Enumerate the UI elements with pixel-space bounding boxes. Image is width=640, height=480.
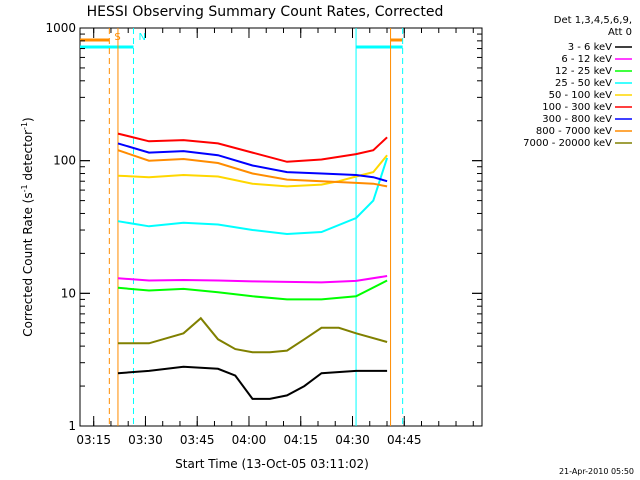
chart-title: HESSI Observing Summary Count Rates, Cor…: [87, 4, 444, 20]
legend-label: 300 - 800 keV: [542, 114, 612, 125]
marker-lines: [108, 28, 404, 426]
series-line: [118, 316, 388, 354]
y-axis-label: Corrected Count Rate (s-1 detector-1): [20, 117, 35, 336]
x-tick-label: 04:15: [283, 433, 318, 447]
legend-label: 6 - 12 keV: [561, 54, 612, 65]
series-line: [117, 132, 388, 163]
y-axis-label-end: ): [21, 117, 35, 122]
y-axis-label-main: Corrected Count Rate (s: [21, 192, 35, 336]
legend-label: 12 - 25 keV: [555, 66, 612, 77]
footer-timestamp: 21-Apr-2010 05:50: [559, 467, 634, 476]
legend-title-2: Att 0: [608, 27, 632, 38]
x-tick-label: 03:15: [76, 433, 111, 447]
y-tick-label: 1000: [45, 21, 76, 35]
marker-label: S: [114, 32, 120, 43]
marker-label: N: [138, 32, 145, 43]
series-line: [117, 142, 388, 183]
series-line: [117, 275, 388, 284]
legend-label: 7000 - 20000 keV: [523, 138, 612, 149]
y-axis-label-sup1: -1: [20, 184, 29, 192]
series-line: [117, 157, 389, 236]
legend-label: 25 - 50 keV: [555, 78, 612, 89]
legend-label: 100 - 300 keV: [542, 102, 612, 113]
y-axis-ticks: 1 10 100 1000: [45, 21, 482, 433]
x-tick-label: 03:30: [128, 433, 163, 447]
y-axis-label-sup2: -1: [20, 122, 29, 130]
x-tick-label: 04:00: [232, 433, 267, 447]
x-tick-label: 03:45: [180, 433, 215, 447]
series-line: [117, 365, 388, 400]
x-tick-label: 04:30: [335, 433, 370, 447]
series-line: [117, 279, 388, 301]
legend-label: 800 - 7000 keV: [536, 126, 612, 137]
legend-title-1: Det 1,3,4,5,6,9,: [554, 15, 632, 26]
x-axis-ticks: 03:15 03:30 03:45 04:00 04:15 04:30 04:45: [76, 28, 474, 447]
y-axis-label-mid: detector: [21, 130, 35, 185]
plot-frame: [79, 27, 483, 427]
series-lines: [117, 132, 389, 400]
legend-label: 3 - 6 keV: [568, 42, 612, 53]
legend-label: 50 - 100 keV: [549, 90, 613, 101]
attenuator-bars: [80, 38, 403, 49]
y-tick-label: 1: [68, 419, 76, 433]
x-axis-label: Start Time (13-Oct-05 03:11:02): [175, 457, 369, 471]
y-tick-label: 100: [53, 154, 76, 168]
series-line: [117, 149, 388, 188]
y-tick-label: 10: [61, 286, 76, 300]
x-tick-label: 04:45: [387, 433, 422, 447]
